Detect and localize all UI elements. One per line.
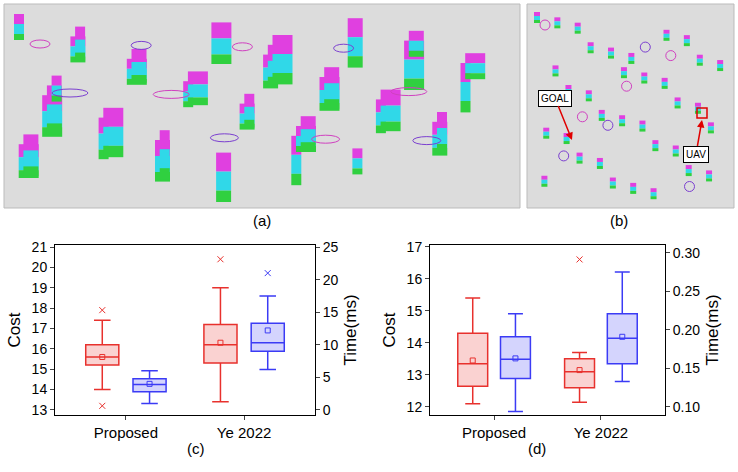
svg-text:Proposed: Proposed (94, 424, 158, 441)
svg-text:Cost: Cost (380, 312, 399, 347)
svg-text:15: 15 (32, 361, 48, 377)
svg-text:0.10: 0.10 (673, 399, 700, 415)
svg-text:10: 10 (323, 337, 339, 353)
svg-text:14: 14 (407, 335, 423, 351)
svg-text:20: 20 (32, 259, 48, 275)
svg-text:Ye 2022: Ye 2022 (574, 424, 629, 441)
svg-text:25: 25 (323, 239, 339, 255)
svg-text:Time(ms): Time(ms) (703, 294, 722, 365)
svg-text:18: 18 (32, 300, 48, 316)
svg-text:Ye 2022: Ye 2022 (217, 424, 272, 441)
svg-text:13: 13 (32, 402, 48, 418)
svg-text:0.25: 0.25 (673, 283, 700, 299)
svg-text:12: 12 (407, 399, 423, 415)
svg-text:(a): (a) (253, 212, 271, 229)
svg-text:0.15: 0.15 (673, 360, 700, 376)
svg-text:(c): (c) (187, 440, 205, 457)
svg-text:(d): (d) (528, 440, 546, 457)
svg-text:19: 19 (32, 280, 48, 296)
svg-text:15: 15 (407, 303, 423, 319)
svg-text:Cost: Cost (5, 312, 24, 347)
svg-text:UAV: UAV (686, 149, 706, 160)
svg-text:15: 15 (323, 304, 339, 320)
svg-text:16: 16 (407, 271, 423, 287)
svg-text:21: 21 (32, 239, 48, 255)
svg-text:0.30: 0.30 (673, 245, 700, 261)
svg-text:17: 17 (407, 239, 423, 255)
svg-text:GOAL: GOAL (541, 93, 569, 104)
svg-text:20: 20 (323, 272, 339, 288)
svg-text:Time(ms): Time(ms) (341, 294, 360, 365)
svg-text:16: 16 (32, 341, 48, 357)
svg-text:13: 13 (407, 367, 423, 383)
svg-text:0: 0 (323, 402, 331, 418)
svg-text:(b): (b) (610, 212, 628, 229)
svg-text:5: 5 (323, 369, 331, 385)
svg-text:Proposed: Proposed (462, 424, 526, 441)
svg-text:0.20: 0.20 (673, 322, 700, 338)
svg-text:14: 14 (32, 381, 48, 397)
svg-text:17: 17 (32, 320, 48, 336)
